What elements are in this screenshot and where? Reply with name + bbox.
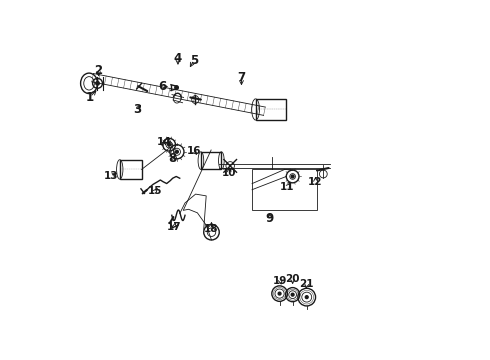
Text: 18: 18 [204, 224, 219, 234]
Text: 21: 21 [299, 279, 314, 289]
Text: 6: 6 [158, 80, 166, 93]
Circle shape [305, 296, 308, 298]
Circle shape [175, 86, 178, 89]
Circle shape [291, 293, 294, 296]
Text: 7: 7 [238, 71, 245, 84]
Text: 19: 19 [273, 275, 288, 285]
Text: 1: 1 [86, 91, 94, 104]
Text: 16: 16 [187, 146, 201, 156]
Text: 11: 11 [280, 182, 294, 192]
Circle shape [168, 143, 171, 146]
Circle shape [95, 81, 100, 86]
Circle shape [291, 175, 294, 178]
Bar [120, 160, 142, 179]
Text: 20: 20 [285, 274, 300, 284]
Bar [201, 152, 221, 170]
Text: 12: 12 [308, 177, 323, 187]
Bar [252, 170, 318, 210]
Text: 15: 15 [148, 186, 162, 196]
Text: 13: 13 [104, 171, 118, 181]
Text: 5: 5 [190, 54, 198, 67]
Text: 9: 9 [266, 212, 274, 225]
Text: 17: 17 [167, 221, 182, 231]
Text: 4: 4 [174, 52, 182, 65]
Bar [256, 99, 286, 120]
Text: 8: 8 [169, 152, 177, 165]
Text: 14: 14 [156, 137, 171, 147]
Circle shape [175, 150, 178, 153]
Circle shape [278, 292, 281, 295]
Text: 3: 3 [133, 103, 142, 116]
Text: 2: 2 [95, 64, 102, 77]
Text: 10: 10 [222, 168, 236, 178]
